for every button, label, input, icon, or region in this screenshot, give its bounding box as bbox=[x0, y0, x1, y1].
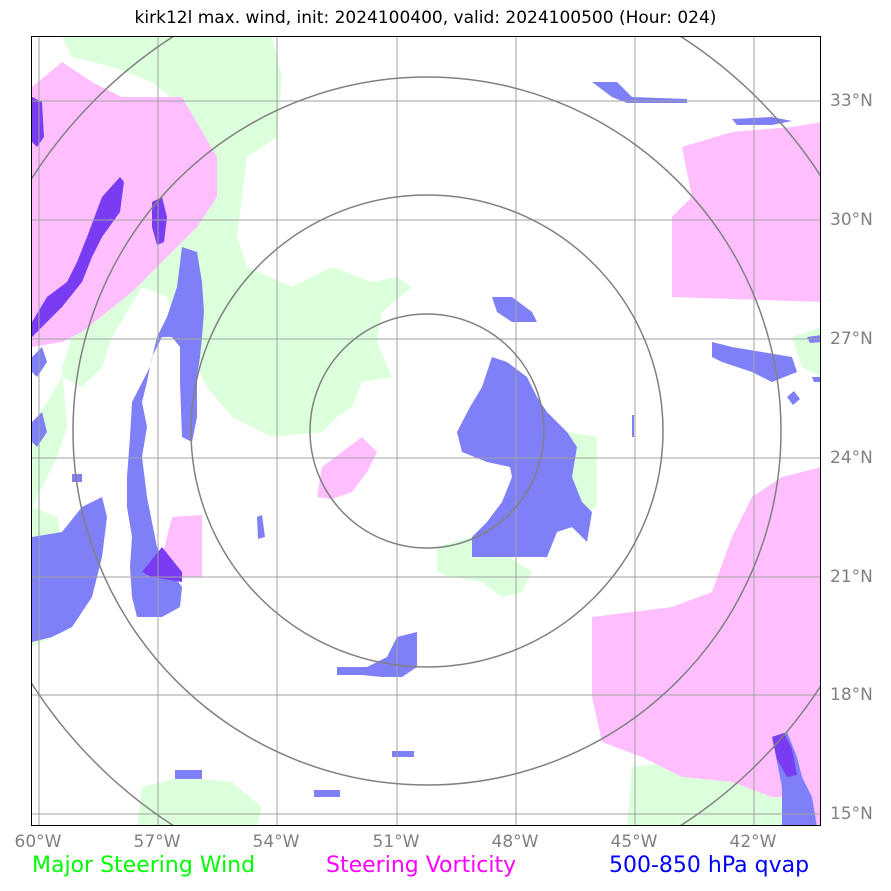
lon-tick-label: 57°W bbox=[133, 832, 181, 852]
vorticity-region-center bbox=[317, 437, 377, 499]
map-title: kirk12l max. wind, init: 2024100400, val… bbox=[134, 8, 717, 28]
lat-tick-label: 21°N bbox=[830, 567, 873, 587]
qvap-region-small-4 bbox=[392, 751, 414, 757]
legend-qvap: 500-850 hPa qvap bbox=[609, 853, 810, 878]
lat-tick-label: 24°N bbox=[830, 448, 873, 468]
qvap-overlap-layer bbox=[32, 97, 797, 777]
lon-tick-label: 51°W bbox=[372, 832, 420, 852]
qvap-region-north-3 bbox=[492, 297, 537, 322]
qvap-overlap-nw-blob bbox=[152, 197, 167, 245]
range-ring-3 bbox=[72, 76, 782, 786]
lon-tick-label: 60°W bbox=[14, 832, 62, 852]
steering-wind-region-sw bbox=[137, 777, 262, 825]
vorticity-region-ne bbox=[672, 122, 820, 302]
range-rings bbox=[32, 37, 820, 825]
qvap-region-center bbox=[457, 357, 592, 557]
qvap-region-small-1 bbox=[257, 515, 265, 539]
lat-tick-label: 15°N bbox=[830, 804, 873, 824]
lat-tick-label: 33°N bbox=[830, 91, 873, 111]
qvap-region-north-1 bbox=[592, 82, 687, 103]
qvap-overlap-nw-band bbox=[32, 177, 124, 337]
steering-wind-region-south bbox=[437, 537, 532, 597]
qvap-region-small-6 bbox=[72, 474, 82, 482]
lon-tick-label: 48°W bbox=[491, 832, 539, 852]
qvap-region-small-3 bbox=[314, 790, 340, 797]
qvap-overlap-nw-edge bbox=[32, 97, 44, 147]
legend-steering-vorticity: Steering Vorticity bbox=[326, 853, 517, 878]
steering-wind-region-se bbox=[627, 757, 792, 825]
lon-tick-label: 45°W bbox=[610, 832, 658, 852]
range-ring-1 bbox=[309, 313, 545, 549]
qvap-overlap-mid-left bbox=[142, 547, 182, 582]
lon-tick-label: 54°W bbox=[252, 832, 300, 852]
steering-wind-region-east bbox=[792, 327, 820, 376]
qvap-overlap-se bbox=[772, 733, 797, 777]
lon-tick-label: 42°W bbox=[729, 832, 777, 852]
qvap-region-right-3 bbox=[787, 391, 800, 405]
map-canvas bbox=[32, 37, 820, 825]
range-ring-2 bbox=[190, 194, 664, 668]
map-panel[interactable] bbox=[31, 36, 821, 826]
vorticity-region-se bbox=[592, 467, 820, 825]
vorticity-layer bbox=[32, 62, 820, 825]
lat-tick-label: 27°N bbox=[830, 329, 873, 349]
qvap-region-right-2 bbox=[812, 377, 820, 382]
legend-major-steering-wind: Major Steering Wind bbox=[32, 853, 256, 878]
lat-tick-label: 18°N bbox=[830, 685, 873, 705]
qvap-region-small-5 bbox=[632, 415, 634, 437]
lat-tick-label: 30°N bbox=[830, 210, 873, 230]
grid-lines bbox=[32, 37, 820, 825]
qvap-region-north-2 bbox=[732, 117, 792, 125]
qvap-region-small-2 bbox=[175, 770, 202, 779]
